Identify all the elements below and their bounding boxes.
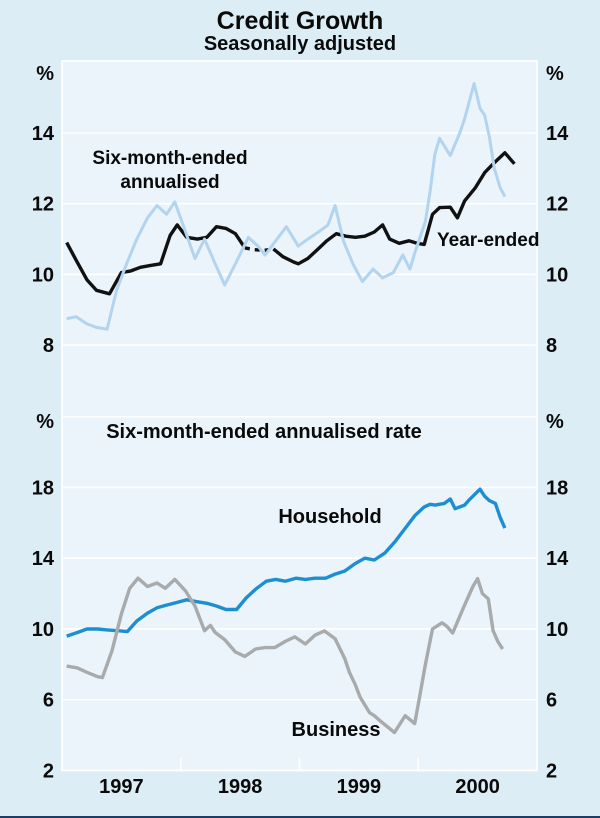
y-tick-label-left: 10: [32, 264, 54, 286]
y-tick-label-right: 10: [546, 264, 568, 286]
y-tick-label-left: 2: [43, 761, 54, 783]
annotation-six-month-ended-line2: annualised: [120, 172, 219, 193]
x-year-label: 1998: [218, 776, 263, 798]
y-tick-label-left: 12: [32, 194, 54, 216]
bottom-panel-title: Six-month-ended annualised rate: [106, 421, 422, 443]
series-line-six-month-ended: [66, 82, 507, 331]
y-axis-unit-left: %: [36, 411, 54, 433]
series-lines: [65, 82, 516, 735]
y-tick-label-left: 14: [32, 548, 55, 570]
series-line-business: [66, 576, 505, 735]
chart-title: Credit Growth: [216, 7, 384, 35]
y-axis-unit-left: %: [36, 63, 54, 85]
annotation-year-ended: Year-ended: [437, 230, 539, 251]
y-tick-label-left: 18: [32, 477, 54, 499]
x-year-label: 1999: [337, 776, 382, 798]
x-year-label: 2000: [455, 776, 500, 798]
y-tick-label-right: 6: [546, 690, 557, 712]
annotation-six-month-ended-line1: Six-month-ended: [92, 148, 247, 169]
gridlines-and-ticks: [62, 132, 537, 772]
y-tick-label-right: 8: [546, 335, 557, 357]
y-tick-label-right: 2: [546, 761, 557, 783]
y-tick-label-right: 12: [546, 194, 568, 216]
bottom-border-rule: [0, 816, 600, 818]
y-tick-label-right: 10: [546, 619, 568, 641]
annotation-household: Household: [278, 506, 381, 528]
y-axis-unit-right: %: [546, 63, 564, 85]
y-tick-label-left: 8: [43, 335, 54, 357]
y-tick-label-left: 14: [32, 123, 55, 145]
y-tick-label-left: 10: [32, 619, 54, 641]
annotation-business: Business: [292, 719, 381, 741]
series-line-year-ended: [65, 223, 247, 296]
plot-area: [62, 61, 537, 771]
y-tick-label-right: 18: [546, 477, 568, 499]
series-line-household: [66, 487, 507, 638]
axis-labels: 14 14 12 12 10 10 8 8% % 18 18 14 14 10 10 6 6 2 2% % 1997 19…: [32, 63, 569, 798]
y-tick-label-right: 14: [546, 123, 569, 145]
plot-background: [61, 60, 538, 772]
y-tick-label-right: 14: [546, 548, 569, 570]
y-axis-unit-right: %: [546, 411, 564, 433]
x-year-label: 1997: [99, 776, 144, 798]
chart-subtitle: Seasonally adjusted: [203, 33, 397, 55]
y-tick-label-left: 6: [43, 690, 54, 712]
series-line-year-ended: [272, 151, 516, 266]
